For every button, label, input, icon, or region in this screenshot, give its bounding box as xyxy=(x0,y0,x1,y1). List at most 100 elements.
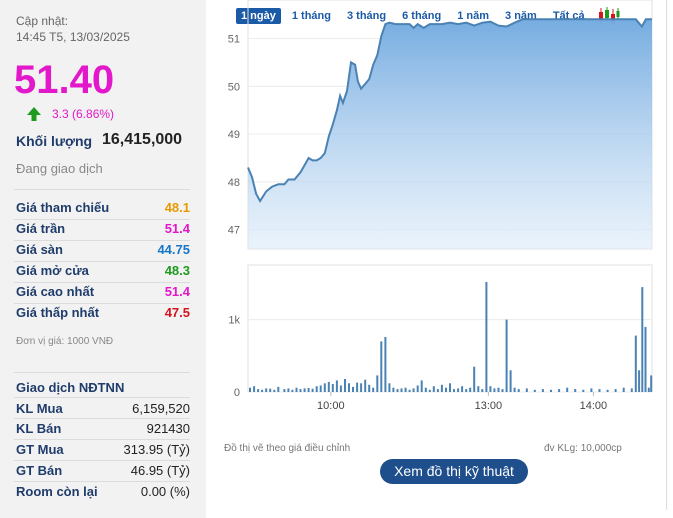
volume-bar xyxy=(641,287,644,392)
volume-bar xyxy=(277,386,280,392)
volume-bar xyxy=(598,389,601,392)
x-tick-label: 14:00 xyxy=(580,400,608,412)
volume-bar xyxy=(473,366,476,392)
x-tick-label: 13:00 xyxy=(475,400,503,412)
volume-bar xyxy=(622,387,625,392)
divider xyxy=(14,460,190,461)
volume-bar xyxy=(533,389,536,392)
foreign-sell-value-row: GT Bán 46.95 (Tỷ) xyxy=(16,463,192,483)
volume-plot-frame xyxy=(247,264,653,393)
volume-bar xyxy=(590,388,593,392)
volume-bar xyxy=(291,389,294,392)
technical-chart-button[interactable]: Xem đồ thị kỹ thuật xyxy=(380,459,528,484)
foreign-value: 46.95 (Tỷ) xyxy=(130,463,190,478)
volume-bar xyxy=(424,387,427,392)
panel-border xyxy=(666,0,667,510)
volume-bar xyxy=(582,389,585,392)
volume-bar xyxy=(249,387,251,392)
foreign-label: KL Bán xyxy=(16,421,62,436)
info-label: Giá tham chiếu xyxy=(16,200,110,215)
info-value: 48.3 xyxy=(164,263,190,278)
foreign-label: GT Bán xyxy=(16,463,63,478)
divider xyxy=(14,372,190,373)
info-value: 44.75 xyxy=(157,242,190,257)
volume-bar xyxy=(566,387,569,392)
floor-price-row: Giá sàn 44.75 xyxy=(16,242,192,262)
price-tick-label: 51 xyxy=(228,33,240,45)
tab-1-month[interactable]: 1 tháng xyxy=(291,10,331,22)
price-tick-label: 48 xyxy=(228,177,240,189)
volume-tick-label: 1k xyxy=(228,315,240,327)
tab-6-months[interactable]: 6 tháng xyxy=(402,10,442,22)
volume-bar xyxy=(574,389,577,392)
volume-bar xyxy=(416,385,419,392)
volume-bar xyxy=(303,388,306,392)
chart-area: 1 ngày 1 tháng 3 tháng 6 tháng 1 năm 3 n… xyxy=(206,0,673,518)
volume-bar xyxy=(269,388,272,392)
volume-bar xyxy=(517,389,520,392)
divider xyxy=(14,261,190,262)
volume-bar xyxy=(493,388,496,392)
tab-3-months[interactable]: 3 tháng xyxy=(346,10,387,22)
info-label: Giá sàn xyxy=(16,242,63,257)
volume-bar xyxy=(647,387,650,392)
volume-bar xyxy=(339,385,342,392)
volume-bar xyxy=(501,389,504,392)
foreign-room-row: Room còn lại 0.00 (%) xyxy=(16,484,192,504)
tab-1-year[interactable]: 1 năm xyxy=(457,10,490,22)
divider xyxy=(14,418,190,419)
volume-bar xyxy=(606,389,609,392)
volume-bar xyxy=(311,388,314,392)
volume-bar xyxy=(319,385,322,392)
price-tick-label: 49 xyxy=(228,129,240,141)
ceiling-price-row: Giá trần 51.4 xyxy=(16,221,192,241)
volume-bar xyxy=(509,370,512,392)
foreign-label: GT Mua xyxy=(16,442,64,457)
foreign-label: KL Mua xyxy=(16,401,63,416)
volume-bar xyxy=(461,386,464,392)
x-tick-label: 10:00 xyxy=(317,400,345,412)
foreign-trading-title: Giao dịch NĐTNN xyxy=(16,380,125,395)
stock-summary-panel: Cập nhật: 14:45 T5, 13/03/2025 51.40 3.3… xyxy=(0,0,206,518)
price-tick-label: 47 xyxy=(228,225,240,237)
low-price-row: Giá thấp nhất 47.5 xyxy=(16,305,192,325)
period-tabs: 1 ngày 1 tháng 3 tháng 6 tháng 1 năm 3 n… xyxy=(236,6,620,26)
arrow-up-icon xyxy=(27,107,41,121)
info-value: 48.1 xyxy=(164,200,190,215)
volume-bar xyxy=(650,375,653,392)
trading-status: Đang giao dịch xyxy=(16,161,103,176)
volume-bar xyxy=(376,375,379,392)
volume-bar xyxy=(541,389,544,392)
info-value: 51.4 xyxy=(164,284,190,299)
volume-bar xyxy=(420,380,423,392)
update-label: Cập nhật: xyxy=(16,14,69,28)
divider xyxy=(14,282,190,283)
volume-value: 16,415,000 xyxy=(102,131,183,148)
volume-bar xyxy=(307,388,310,392)
tab-1-day[interactable]: 1 ngày xyxy=(236,8,281,24)
volume-bar xyxy=(392,387,395,392)
volume-bar xyxy=(356,382,359,392)
volume-label: Khối lượng xyxy=(16,133,93,149)
volume-bar xyxy=(481,389,484,392)
open-price-row: Giá mở cửa 48.3 xyxy=(16,263,192,283)
foreign-label: Room còn lại xyxy=(16,484,98,499)
volume-bar xyxy=(445,387,447,392)
high-price-row: Giá cao nhất 51.4 xyxy=(16,284,192,304)
update-time: 14:45 T5, 13/03/2025 xyxy=(16,30,130,44)
volume-bar xyxy=(457,388,460,392)
volume-bar xyxy=(469,387,472,392)
volume-bar xyxy=(283,389,286,392)
foreign-value: 6,159,520 xyxy=(132,401,190,416)
price-change: 3.3 (6.86%) xyxy=(26,106,114,122)
volume-bar xyxy=(299,389,302,392)
volume-bar xyxy=(261,389,264,392)
volume-bar xyxy=(440,384,443,392)
reference-price-row: Giá tham chiếu 48.1 xyxy=(16,200,192,220)
volume-bar xyxy=(287,388,290,392)
volume-bar xyxy=(344,379,346,392)
volume-bar xyxy=(404,387,407,392)
volume-bar xyxy=(323,383,326,392)
volume-bar xyxy=(638,370,641,392)
volume-bar xyxy=(428,389,431,392)
